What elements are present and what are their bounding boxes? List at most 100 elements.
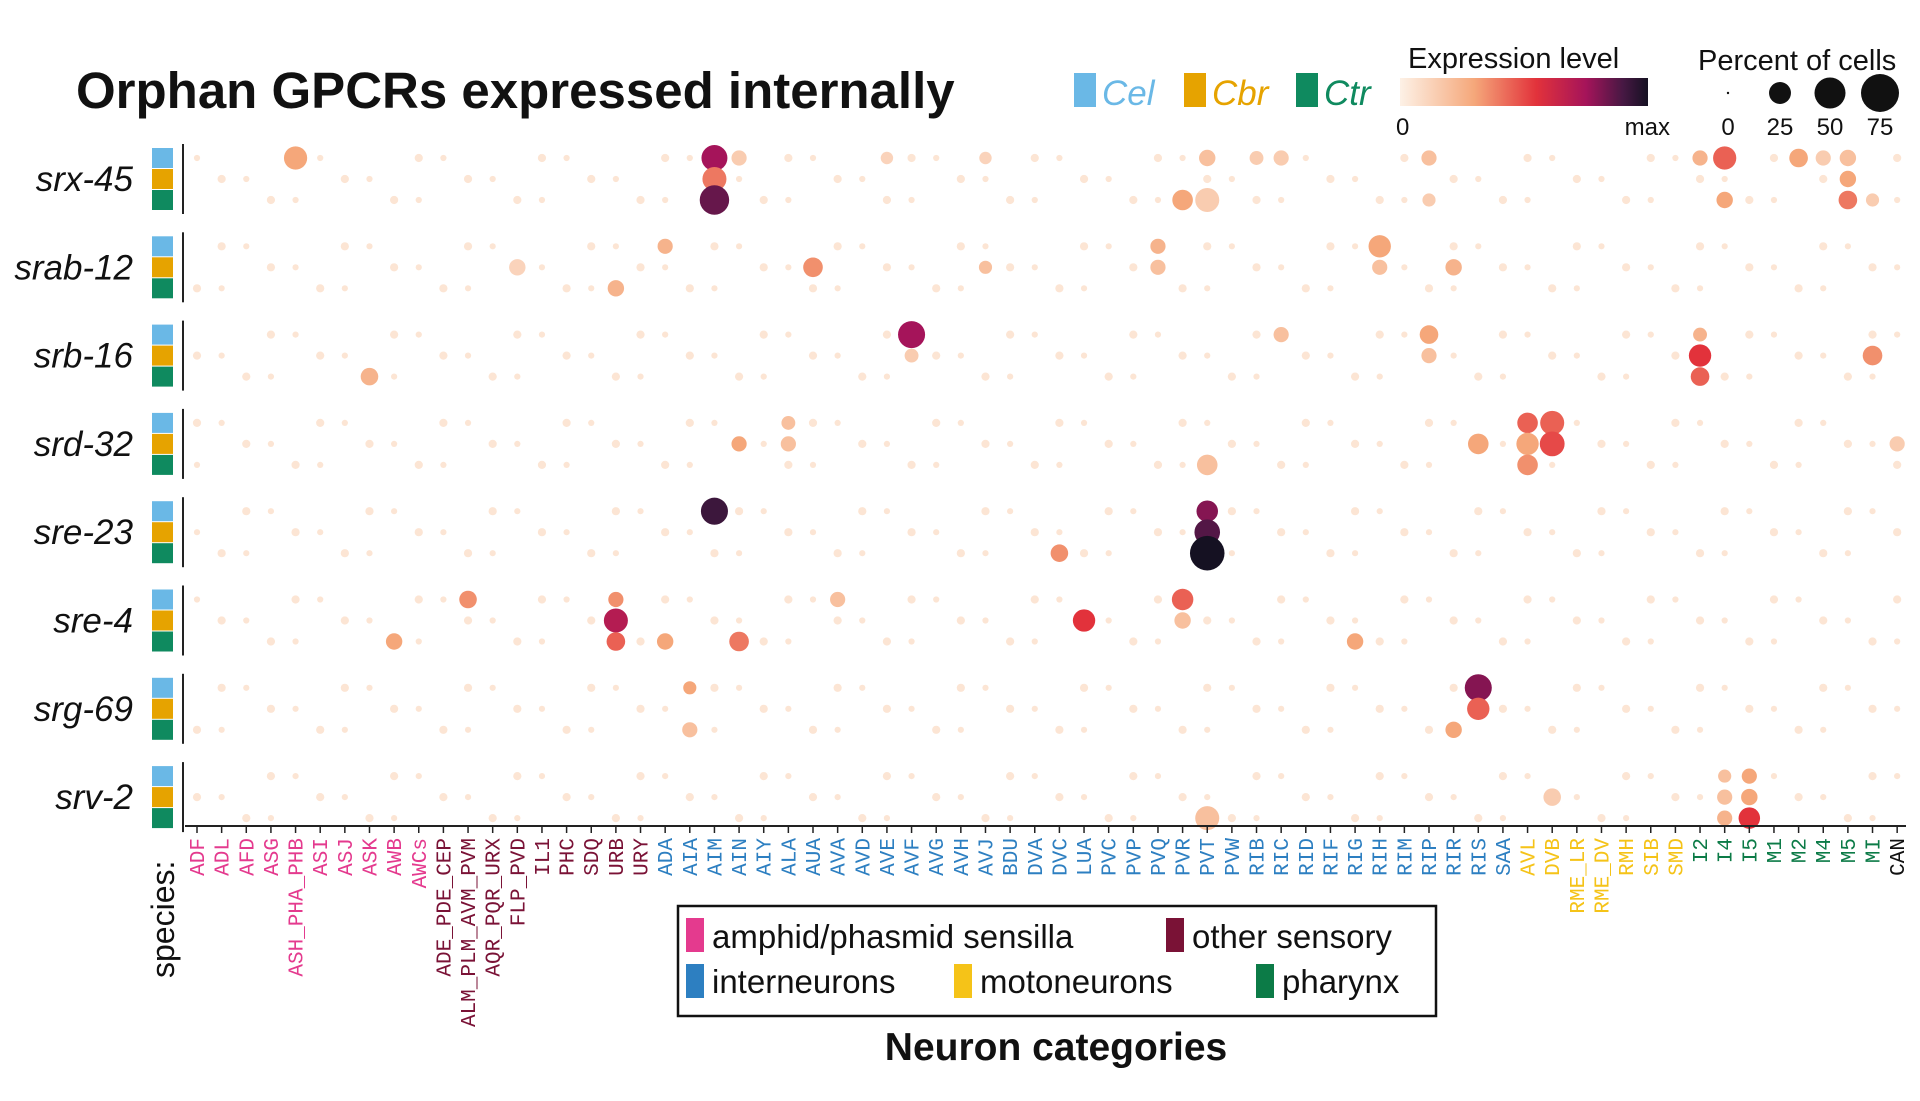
species-bar-cbr: [152, 433, 173, 454]
background-dot: [982, 550, 989, 557]
background-dot: [637, 508, 644, 515]
dot-srv-2-cbr-i5: [1741, 788, 1758, 806]
background-dot: [1401, 772, 1408, 780]
dot-sre-23-cel-pvt: [1196, 500, 1218, 522]
background-dot: [1227, 813, 1236, 823]
background-dot: [1327, 793, 1334, 801]
background-dot: [218, 352, 225, 359]
background-dot: [513, 637, 522, 646]
background-dot: [759, 704, 768, 713]
background-dot: [907, 460, 916, 470]
background-dot: [1277, 595, 1286, 604]
background-dot: [1204, 352, 1211, 359]
background-dot: [1695, 549, 1705, 558]
x-tick-label: URY: [632, 838, 655, 876]
background-dot: [1326, 174, 1335, 184]
background-dot: [563, 154, 570, 162]
background-dot: [243, 617, 250, 624]
background-dot: [1425, 461, 1433, 469]
background-dot: [440, 461, 447, 469]
species-bar-ctr: [152, 631, 173, 652]
background-dot: [1671, 418, 1680, 428]
background-dot: [662, 264, 669, 271]
background-dot: [908, 772, 915, 780]
background-dot: [1475, 175, 1482, 183]
background-dot: [1375, 637, 1384, 646]
background-dot: [1277, 528, 1286, 537]
background-dot: [1007, 373, 1014, 380]
dot-srb-16-cbr-avf: [904, 348, 919, 363]
background-dot: [1475, 550, 1482, 557]
background-dot: [611, 507, 620, 516]
background-dot: [1498, 195, 1508, 205]
x-tick-label: AFD: [237, 838, 260, 876]
dot-sre-23-cel-aim: [700, 497, 728, 525]
background-dot: [292, 772, 299, 780]
background-dot: [637, 373, 644, 380]
size-legend: Percent of cells 0 25 50 75: [1698, 45, 1899, 141]
background-dot: [1499, 373, 1507, 380]
background-dot: [341, 352, 348, 359]
background-dot: [1253, 508, 1260, 515]
category-label-interneurons: interneurons: [712, 963, 895, 1000]
gene-rows: srx-45 srab-12 srb-16 srd-32 sre-23 sre-4 srg-…: [14, 144, 184, 833]
background-dot: [981, 507, 990, 516]
gene-label: srb-16: [34, 337, 134, 376]
background-dot: [808, 792, 818, 802]
background-dot: [882, 637, 892, 646]
background-dot: [1228, 175, 1235, 183]
background-dot: [1572, 174, 1581, 184]
background-dot: [685, 418, 694, 428]
background-dot: [1350, 439, 1360, 449]
background-dot: [1623, 440, 1630, 448]
background-dot: [1351, 684, 1359, 691]
background-dot: [1572, 242, 1581, 251]
background-dot: [1006, 263, 1015, 272]
background-dot: [1646, 460, 1655, 470]
background-dot: [366, 550, 373, 557]
background-dot: [1622, 195, 1631, 205]
background-dot: [1770, 772, 1778, 780]
background-dot: [1450, 419, 1457, 427]
x-tick-label: DVC: [1050, 838, 1073, 876]
background-dot: [1769, 595, 1779, 604]
background-dot: [1424, 725, 1434, 734]
dot-layer: [192, 145, 1905, 831]
background-dot: [192, 351, 202, 360]
category-swatch-amphid: [686, 918, 704, 952]
background-dot: [1105, 243, 1112, 250]
dot-srx-45-cel-ric: [1273, 150, 1289, 166]
background-dot: [1056, 596, 1063, 603]
dot-sre-4-ctr-ain: [729, 631, 749, 652]
x-tick-label: DVA: [1026, 838, 1049, 876]
background-dot: [1844, 617, 1851, 624]
background-dot: [1548, 351, 1557, 360]
background-dot: [1228, 684, 1235, 691]
x-tick-label: RIP: [1420, 838, 1443, 876]
background-dot: [266, 263, 276, 272]
species-bar-cbr: [152, 787, 173, 808]
dot-srv-2-cbr-i4: [1717, 789, 1733, 805]
background-dot: [365, 813, 374, 823]
background-dot: [341, 793, 348, 801]
background-dot: [340, 549, 349, 558]
dot-sre-4-cbr-pvr: [1174, 612, 1191, 629]
background-dot: [1498, 704, 1508, 713]
background-dot: [636, 704, 645, 713]
background-dot: [1622, 704, 1631, 713]
background-dot: [685, 792, 694, 802]
background-dot: [760, 373, 767, 380]
background-dot: [1401, 705, 1408, 712]
species-bar-ctr: [152, 190, 173, 210]
background-dot: [1695, 683, 1705, 692]
background-dot: [1154, 772, 1162, 780]
background-dot: [981, 439, 990, 449]
background-dot: [489, 617, 496, 624]
x-tick-label: M1: [1765, 838, 1788, 863]
x-tick-label: DVB: [1543, 838, 1566, 876]
background-dot: [883, 373, 891, 380]
background-dot: [1425, 529, 1433, 536]
background-dot: [1671, 284, 1680, 293]
x-tick-label: ASI: [311, 838, 334, 876]
expression-legend-min: 0: [1396, 114, 1409, 141]
